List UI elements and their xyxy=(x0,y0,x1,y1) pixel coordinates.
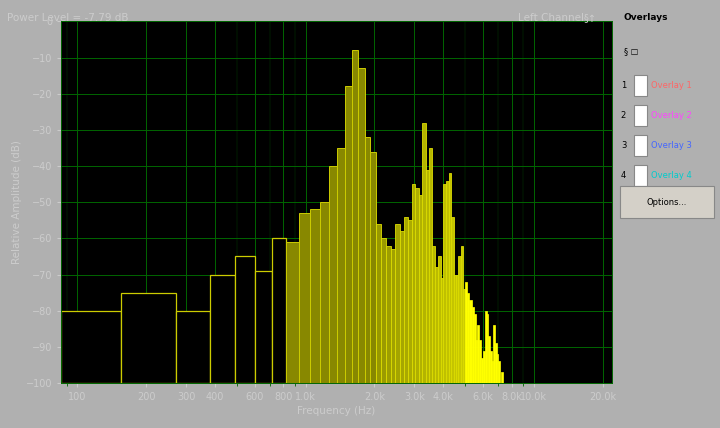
Text: 3: 3 xyxy=(621,141,626,150)
Bar xyxy=(391,249,395,383)
Bar xyxy=(422,123,426,383)
Bar xyxy=(444,184,446,383)
Bar xyxy=(428,148,432,383)
Bar xyxy=(381,238,386,383)
Bar xyxy=(490,351,492,383)
Bar xyxy=(497,354,498,383)
Bar xyxy=(419,195,422,383)
Bar xyxy=(364,137,371,383)
Y-axis label: Relative Amplitude (dB): Relative Amplitude (dB) xyxy=(12,140,22,264)
Bar xyxy=(487,314,488,383)
Bar xyxy=(501,372,503,383)
Bar xyxy=(329,166,337,383)
Text: Power Level = -7.79 dB: Power Level = -7.79 dB xyxy=(7,13,129,23)
Bar xyxy=(415,188,419,383)
Bar xyxy=(446,181,449,383)
Bar xyxy=(467,293,469,383)
Bar xyxy=(435,268,438,383)
Bar xyxy=(461,246,463,383)
Bar xyxy=(465,282,467,383)
Bar xyxy=(432,246,435,383)
Bar xyxy=(400,231,404,383)
Bar xyxy=(463,289,465,383)
Bar xyxy=(481,358,483,383)
Bar xyxy=(337,148,345,383)
Bar xyxy=(474,314,475,383)
Bar xyxy=(320,202,329,383)
Bar xyxy=(459,256,461,383)
Text: § ☐: § ☐ xyxy=(624,47,638,56)
Bar xyxy=(480,340,481,383)
Bar xyxy=(408,220,412,383)
Text: Overlay 2: Overlay 2 xyxy=(651,111,692,120)
Text: Left Channel: Left Channel xyxy=(518,13,585,23)
Bar xyxy=(235,256,256,383)
Bar xyxy=(426,169,428,383)
Bar xyxy=(352,51,359,383)
FancyBboxPatch shape xyxy=(620,186,714,218)
Bar xyxy=(176,311,210,383)
Bar xyxy=(492,361,493,383)
Bar xyxy=(477,325,480,383)
X-axis label: Frequency (Hz): Frequency (Hz) xyxy=(297,406,376,416)
Bar xyxy=(495,343,497,383)
Bar xyxy=(386,246,391,383)
Bar xyxy=(472,307,474,383)
Text: 2: 2 xyxy=(621,111,626,120)
Bar xyxy=(488,336,490,383)
Bar xyxy=(412,184,415,383)
Bar xyxy=(475,340,477,383)
Bar xyxy=(272,238,287,383)
Bar xyxy=(483,351,485,383)
Text: Overlay 1: Overlay 1 xyxy=(651,81,692,90)
Bar xyxy=(404,217,408,383)
Bar xyxy=(287,242,299,383)
Bar xyxy=(438,256,441,383)
Bar xyxy=(493,325,495,383)
Bar xyxy=(121,293,176,383)
Bar xyxy=(634,75,647,96)
Bar xyxy=(634,135,647,156)
Text: Options...: Options... xyxy=(647,198,687,207)
Text: 1: 1 xyxy=(621,81,626,90)
Bar xyxy=(256,271,272,383)
Text: Overlays: Overlays xyxy=(624,13,668,22)
Bar xyxy=(395,224,400,383)
Bar xyxy=(441,278,444,383)
Text: Overlay 3: Overlay 3 xyxy=(651,141,692,150)
Bar xyxy=(634,165,647,186)
Bar xyxy=(359,68,364,383)
Bar xyxy=(454,275,456,383)
Bar xyxy=(498,361,500,383)
Text: 4: 4 xyxy=(621,171,626,180)
Bar xyxy=(456,275,459,383)
Bar xyxy=(299,213,310,383)
Bar xyxy=(451,217,454,383)
Bar xyxy=(634,105,647,126)
Bar xyxy=(371,152,376,383)
Bar xyxy=(376,224,381,383)
Bar xyxy=(469,300,472,383)
Text: Overlay 4: Overlay 4 xyxy=(651,171,692,180)
Bar xyxy=(345,86,352,383)
Bar xyxy=(210,275,235,383)
Bar xyxy=(449,173,451,383)
Bar xyxy=(61,311,121,383)
Bar xyxy=(485,311,487,383)
Text: §↑: §↑ xyxy=(583,13,596,23)
Bar xyxy=(310,209,320,383)
